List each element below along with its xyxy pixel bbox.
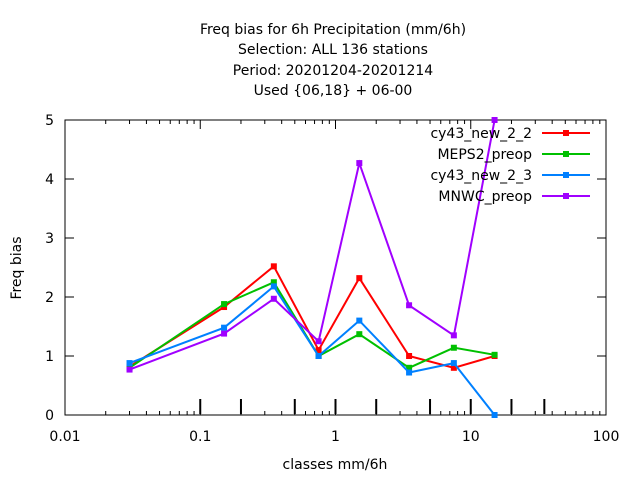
legend-label: MNWC_preop: [438, 189, 532, 205]
title-line-2: Selection: ALL 136 stations: [238, 42, 428, 58]
title-line-4: Used {06,18} + 06-00: [254, 83, 413, 99]
data-point: [315, 353, 322, 359]
data-point: [126, 360, 133, 367]
legend-marker: [563, 130, 569, 136]
data-point: [315, 338, 322, 345]
y-tick-label: 2: [45, 290, 54, 306]
legend-label: cy43_new_2_2: [430, 126, 532, 142]
chart-title: Freq bias for 6h Precipitation (mm/6h) S…: [200, 22, 466, 99]
y-tick-label: 0: [45, 408, 54, 424]
x-tick-label: 10: [462, 429, 480, 445]
series-MEPS2_preop: [126, 279, 498, 371]
data-point: [450, 332, 457, 339]
y-tick-label: 4: [45, 172, 54, 188]
series-layer: [126, 117, 498, 418]
data-point: [126, 366, 133, 373]
data-point: [270, 263, 277, 270]
data-point: [406, 353, 413, 359]
title-line-1: Freq bias for 6h Precipitation (mm/6h): [200, 22, 466, 38]
x-tick-label: 1: [331, 429, 340, 445]
data-point: [491, 412, 498, 418]
x-axis-label: classes mm/6h: [283, 457, 388, 473]
legend-label: cy43_new_2_3: [430, 168, 532, 184]
y-tick-label: 5: [45, 113, 54, 129]
data-point: [270, 295, 277, 302]
x-tick-label: 0.01: [49, 429, 80, 445]
legend-label: MEPS2_preop: [437, 147, 532, 163]
series-line: [129, 284, 496, 416]
y-axis-label: Freq bias: [9, 236, 25, 299]
x-tick-label: 100: [593, 429, 620, 445]
data-point: [491, 351, 498, 358]
data-point: [315, 347, 322, 354]
data-point: [221, 324, 228, 331]
data-point: [356, 317, 363, 324]
legend-marker: [563, 172, 569, 178]
series-line: [128, 281, 495, 369]
legend-marker: [563, 151, 569, 157]
series-MNWC_preop: [126, 117, 498, 373]
legend-marker: [563, 193, 569, 199]
data-point: [270, 279, 277, 286]
y-tick-label: 1: [45, 349, 54, 365]
y-tick-label: 3: [45, 231, 54, 247]
x-tick-label: 0.1: [189, 429, 211, 445]
data-point: [356, 275, 363, 282]
class-marks: [199, 399, 546, 414]
data-point: [356, 160, 363, 167]
data-point: [406, 369, 413, 376]
data-point: [406, 302, 413, 309]
series-line: [128, 264, 495, 369]
data-point: [221, 301, 228, 308]
series-cy43_new_2_2: [126, 263, 498, 371]
data-point: [356, 331, 363, 338]
data-point: [450, 344, 457, 351]
data-point: [450, 364, 457, 371]
legend: cy43_new_2_2 MEPS2_preop cy43_new_2_3 MNWC_…: [430, 126, 590, 205]
data-point: [270, 283, 277, 290]
series-line: [129, 119, 496, 371]
data-point: [450, 360, 457, 367]
title-line-3: Period: 20201204-20201214: [233, 63, 433, 79]
data-point: [491, 117, 498, 123]
series-cy43_new_2_3: [126, 283, 498, 418]
data-point: [221, 330, 228, 337]
data-point: [406, 364, 413, 371]
